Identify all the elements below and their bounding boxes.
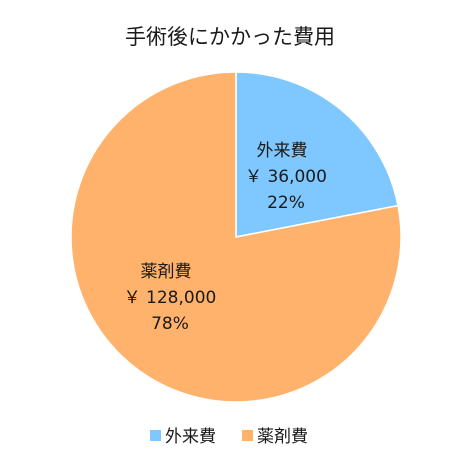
pie-slice-2	[70, 71, 402, 403]
legend-swatch-1	[150, 430, 161, 441]
slice-value-label-2: ￥ 128,000	[124, 288, 217, 308]
slice-percent-label-1: 22%	[267, 193, 305, 213]
pie-slices	[70, 71, 402, 403]
slice-labels: 外来費 ￥ 36,000 22% 薬剤費 ￥ 128,000 78%	[124, 141, 327, 334]
chart-legend: 外来費 薬剤費	[150, 427, 308, 447]
slice-percent-label-2: 78%	[151, 314, 189, 334]
chart-title: 手術後にかかった費用	[125, 25, 335, 49]
slice-value-label-1: ￥ 36,000	[245, 167, 327, 187]
legend-label-2: 薬剤費	[257, 427, 308, 447]
slice-category-label-1: 外来費	[257, 141, 308, 161]
legend-label-1: 外来費	[165, 427, 216, 447]
legend-swatch-2	[242, 430, 253, 441]
pie-slice-1	[235, 71, 399, 238]
slice-category-label-2: 薬剤費	[141, 262, 192, 282]
